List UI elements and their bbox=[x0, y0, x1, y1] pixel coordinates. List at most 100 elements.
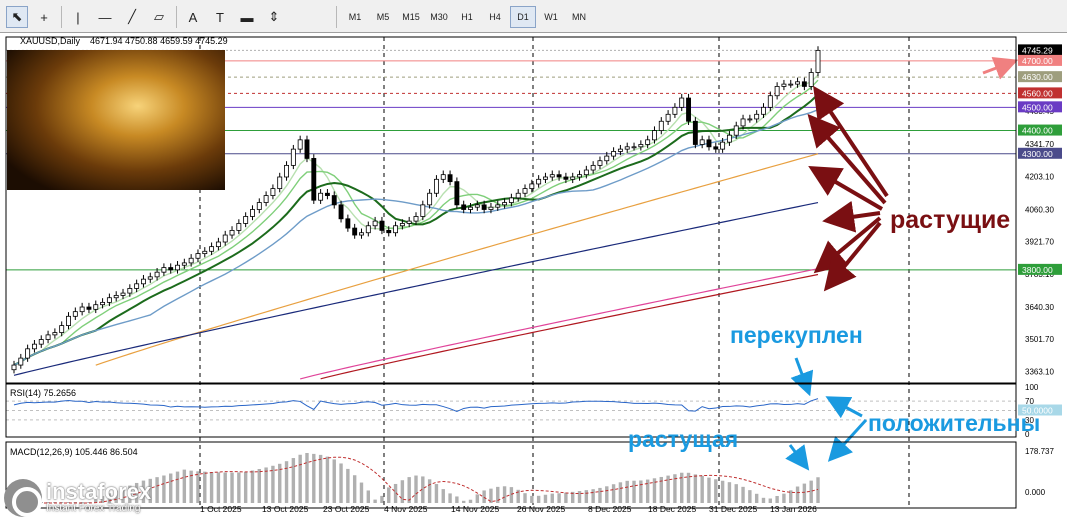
arrows-icon[interactable]: ⇕ bbox=[268, 9, 280, 24]
candle bbox=[352, 227, 358, 236]
ma-line bbox=[13, 201, 819, 376]
candle bbox=[781, 83, 787, 87]
candle bbox=[86, 306, 92, 310]
crosshair-icon[interactable]: + bbox=[40, 9, 48, 25]
vertical-line-icon[interactable]: | bbox=[76, 9, 80, 25]
timeframe-m1[interactable]: M1 bbox=[348, 12, 362, 22]
rsi-panel-frame bbox=[5, 383, 1017, 438]
candle bbox=[658, 120, 664, 131]
candle bbox=[154, 271, 160, 278]
price-axis: 4483.454341.704203.104060.303921.703783.… bbox=[1018, 44, 1062, 376]
rectangle-icon[interactable]: ▬ bbox=[240, 9, 254, 25]
ohlc-readout: 4671.94 4750.88 4659.59 4745.29 bbox=[90, 36, 228, 46]
timeframe-h4[interactable]: H4 bbox=[489, 12, 501, 22]
arrow-icon bbox=[808, 165, 884, 211]
date-label: 31 Dec 2025 bbox=[709, 504, 757, 514]
timeframe-m15[interactable]: M15 bbox=[402, 12, 420, 22]
text-icon[interactable]: A bbox=[188, 9, 198, 25]
candle bbox=[624, 146, 630, 150]
channel-icon[interactable]: ▱ bbox=[154, 9, 164, 24]
timeframe-m5[interactable]: M5 bbox=[376, 12, 390, 22]
rsi-level-label-bg bbox=[1018, 404, 1062, 416]
candle bbox=[597, 160, 603, 166]
candle bbox=[72, 311, 78, 317]
price-panel-frame bbox=[5, 36, 1017, 384]
price-label-bg bbox=[1018, 54, 1062, 66]
price-label: 4300.00 bbox=[1022, 149, 1053, 159]
candle bbox=[311, 158, 317, 201]
candle bbox=[801, 81, 807, 87]
price-chart[interactable]: 4483.454341.704203.104060.303921.703783.… bbox=[0, 33, 1067, 521]
candle bbox=[93, 304, 99, 310]
price-tick: 3501.70 bbox=[1025, 335, 1054, 344]
candle bbox=[420, 204, 426, 217]
candle bbox=[495, 204, 501, 208]
candle bbox=[583, 169, 589, 176]
candle bbox=[38, 339, 44, 345]
candle bbox=[454, 181, 460, 206]
candle bbox=[141, 278, 146, 285]
candle bbox=[406, 220, 412, 224]
date-label: 1 Oct 2025 bbox=[200, 504, 242, 514]
candle bbox=[652, 130, 657, 141]
candle bbox=[577, 174, 582, 178]
arrow-icon bbox=[807, 113, 887, 205]
candle bbox=[413, 216, 419, 222]
candle bbox=[645, 139, 651, 145]
candle bbox=[393, 225, 399, 234]
candle bbox=[808, 72, 814, 87]
price-label-bg bbox=[1018, 124, 1062, 136]
logo-mark-icon bbox=[4, 479, 42, 517]
candle bbox=[570, 176, 576, 180]
candle bbox=[692, 120, 698, 145]
candle bbox=[215, 241, 221, 248]
candle bbox=[297, 139, 303, 150]
price-tick: 4203.10 bbox=[1025, 172, 1054, 181]
timeframe-d1[interactable]: D1 bbox=[510, 6, 536, 28]
candle bbox=[45, 334, 51, 340]
price-label-bg bbox=[1018, 263, 1062, 275]
annotation-overbought: перекуплен bbox=[730, 322, 863, 348]
timeframe-h1[interactable]: H1 bbox=[461, 12, 473, 22]
logo-tagline: Instant Forex Trading bbox=[46, 503, 141, 514]
candle bbox=[474, 204, 480, 208]
candle bbox=[631, 146, 637, 149]
ma-line bbox=[95, 153, 819, 366]
cursor-icon[interactable]: ⬉ bbox=[6, 6, 28, 28]
macd-label: MACD(12,26,9) 105.446 86.504 bbox=[10, 447, 138, 457]
arrow-icon bbox=[790, 357, 814, 397]
candle bbox=[338, 204, 344, 220]
candle bbox=[740, 118, 746, 127]
candle bbox=[713, 146, 719, 150]
instaforex-logo: instaforex Instant Forex Trading bbox=[4, 477, 184, 519]
candle bbox=[379, 220, 385, 231]
ma-line bbox=[300, 268, 819, 380]
horizontal-line-icon[interactable]: — bbox=[98, 9, 112, 25]
timeframe-w1[interactable]: W1 bbox=[544, 12, 558, 22]
rsi-level-label: 50.0000 bbox=[1022, 406, 1053, 416]
candle bbox=[229, 229, 235, 236]
candle bbox=[529, 183, 535, 190]
arrow-icon bbox=[785, 444, 810, 471]
candle bbox=[536, 178, 542, 185]
candle bbox=[543, 176, 548, 180]
ma-line bbox=[13, 109, 819, 366]
candle bbox=[447, 174, 453, 183]
candle bbox=[250, 209, 255, 217]
candle bbox=[522, 188, 528, 194]
price-label-bg bbox=[1018, 87, 1062, 99]
candle bbox=[440, 174, 446, 180]
text-label-icon[interactable]: T bbox=[216, 9, 224, 25]
trendline-icon[interactable]: ╱ bbox=[128, 9, 136, 24]
candle bbox=[304, 139, 310, 159]
macd-tick: 0.000 bbox=[1025, 488, 1046, 497]
candle bbox=[515, 192, 521, 199]
candle bbox=[284, 164, 289, 178]
timeframe-m30[interactable]: M30 bbox=[430, 12, 448, 22]
candle bbox=[508, 197, 514, 203]
candle bbox=[617, 148, 623, 152]
price-label: 4400.00 bbox=[1022, 126, 1053, 136]
rsi-tick: 0 bbox=[1025, 430, 1030, 439]
timeframe-mn[interactable]: MN bbox=[572, 12, 586, 22]
price-label: 3800.00 bbox=[1022, 265, 1053, 275]
